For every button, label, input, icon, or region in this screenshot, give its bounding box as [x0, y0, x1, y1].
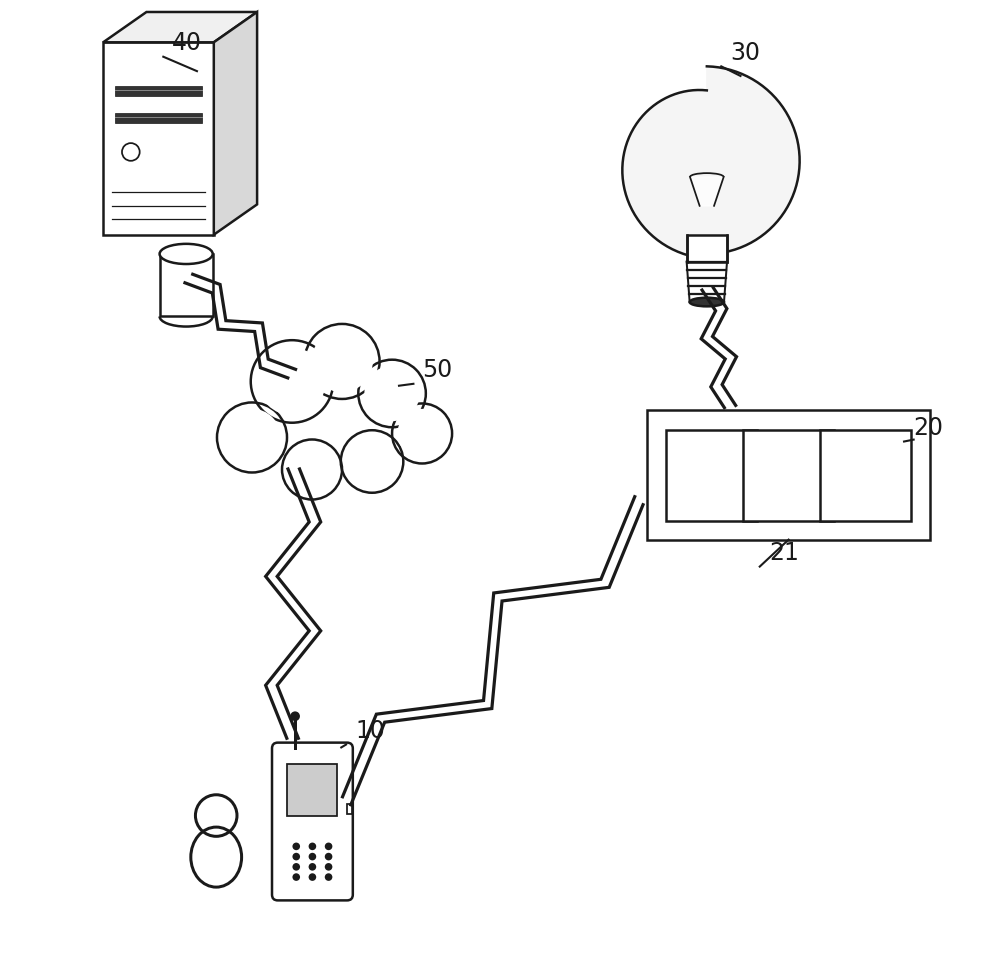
Circle shape	[325, 863, 332, 871]
Circle shape	[292, 874, 300, 881]
Polygon shape	[622, 67, 800, 259]
Bar	[160, 255, 213, 317]
Bar	[115, 86, 202, 97]
Polygon shape	[214, 13, 257, 235]
Circle shape	[223, 409, 281, 467]
Circle shape	[292, 863, 300, 871]
Bar	[347, 804, 352, 814]
FancyBboxPatch shape	[272, 743, 353, 900]
Circle shape	[292, 843, 300, 850]
Circle shape	[305, 325, 380, 400]
Ellipse shape	[160, 245, 213, 264]
Circle shape	[309, 874, 316, 881]
Bar	[666, 431, 757, 521]
Bar	[687, 235, 727, 262]
Circle shape	[251, 341, 333, 423]
Circle shape	[325, 843, 332, 850]
Text: 20: 20	[913, 416, 943, 439]
Circle shape	[325, 874, 332, 881]
Polygon shape	[687, 235, 727, 262]
Circle shape	[346, 436, 398, 487]
Circle shape	[397, 409, 447, 458]
Circle shape	[287, 445, 337, 495]
Circle shape	[341, 431, 403, 493]
Circle shape	[364, 366, 420, 422]
Text: 10: 10	[355, 719, 385, 742]
Circle shape	[309, 843, 316, 850]
Circle shape	[282, 440, 342, 500]
Text: 50: 50	[422, 358, 453, 382]
Circle shape	[325, 853, 332, 860]
Circle shape	[309, 863, 316, 871]
Circle shape	[122, 144, 140, 161]
Circle shape	[392, 404, 452, 464]
Bar	[647, 411, 930, 540]
Polygon shape	[690, 178, 724, 207]
Bar	[115, 113, 202, 124]
Ellipse shape	[690, 299, 724, 308]
Text: 30: 30	[730, 41, 760, 64]
Text: 40: 40	[172, 32, 202, 55]
Circle shape	[358, 360, 426, 428]
Circle shape	[217, 403, 287, 473]
Text: 21: 21	[769, 541, 799, 564]
Circle shape	[290, 712, 300, 722]
Bar	[743, 431, 834, 521]
Circle shape	[258, 348, 326, 416]
Circle shape	[311, 332, 373, 393]
Bar	[287, 765, 337, 816]
Polygon shape	[103, 13, 257, 43]
Bar	[820, 431, 911, 521]
Circle shape	[292, 853, 300, 860]
Circle shape	[309, 853, 316, 860]
Bar	[103, 43, 214, 235]
